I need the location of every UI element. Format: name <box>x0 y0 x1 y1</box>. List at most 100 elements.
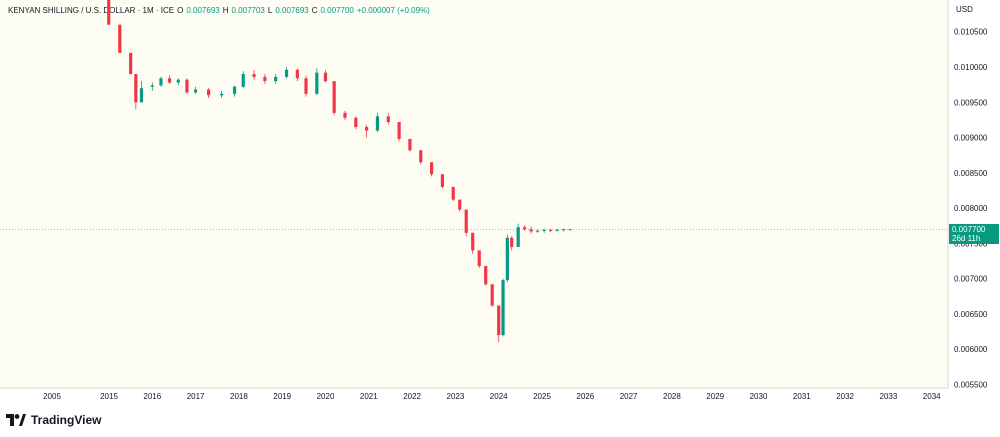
candle-body <box>555 229 559 231</box>
candle-body <box>206 89 211 96</box>
time-tick-label: 2028 <box>663 392 681 401</box>
time-tick-label: 2025 <box>533 392 551 401</box>
candle-body <box>429 162 434 175</box>
price-tick-label: 0.009500 <box>954 98 988 107</box>
time-tick-label: 2022 <box>403 392 421 401</box>
candle-body <box>194 89 198 93</box>
candle-body <box>284 69 289 77</box>
price-tick-label: 0.005500 <box>954 380 988 389</box>
candle-body <box>150 85 154 87</box>
candle-body <box>484 265 488 285</box>
candle-body <box>471 232 475 251</box>
candle-body <box>523 227 527 230</box>
symbol-legend: KENYAN SHILLING / U.S. DOLLAR · 1M · ICE… <box>8 3 430 17</box>
candle-body <box>168 78 172 83</box>
candle-body <box>375 116 380 131</box>
time-tick-label: 2021 <box>360 392 378 401</box>
candle-body <box>304 78 308 94</box>
candle-body <box>134 74 138 103</box>
price-tick-label: 0.006000 <box>954 345 988 354</box>
candle-body <box>505 237 509 281</box>
candle-body <box>490 284 494 306</box>
bar-countdown: 26d 11h <box>952 234 981 244</box>
price-tick-label: 0.007000 <box>954 275 988 284</box>
candle-body <box>549 229 553 231</box>
currency-label: USD <box>956 5 973 14</box>
price-tick-label: 0.008000 <box>954 204 988 213</box>
time-tick-label: 2019 <box>273 392 291 401</box>
symbol-title: KENYAN SHILLING / U.S. DOLLAR · 1M · ICE <box>8 5 175 15</box>
candle-body <box>408 138 412 151</box>
candle-body <box>252 74 256 77</box>
low-label: L <box>267 5 273 15</box>
candle-body <box>562 229 566 231</box>
candle-body <box>343 112 347 118</box>
price-tick-label: 0.008500 <box>954 169 988 178</box>
candle-body <box>295 69 299 79</box>
time-tick-label: 2017 <box>187 392 205 401</box>
chart-plot-area[interactable] <box>0 0 948 388</box>
candle-body <box>118 24 122 53</box>
tradingview-logo[interactable]: TradingView <box>6 413 101 427</box>
high-label: H <box>222 5 229 15</box>
candle-body <box>568 229 572 231</box>
candle-body <box>529 229 533 232</box>
candle-body <box>176 79 180 83</box>
candle-body <box>274 76 278 82</box>
time-tick-label: 2029 <box>706 392 724 401</box>
candle-body <box>501 280 505 336</box>
candle-body <box>185 79 189 93</box>
candle-body <box>365 126 369 131</box>
last-price-tag: 0.007700 26d 11h <box>949 224 999 245</box>
candle-body <box>219 93 224 96</box>
candle-body <box>440 174 445 187</box>
price-tick-label: 0.009000 <box>954 134 988 143</box>
time-tick-label: 2030 <box>750 392 768 401</box>
low-value: 0.007693 <box>275 5 309 15</box>
candle-body <box>354 117 358 127</box>
time-tick-label: 2026 <box>576 392 594 401</box>
candle-body <box>315 72 319 94</box>
open-label: O <box>177 5 184 15</box>
time-tick-label: 2016 <box>143 392 161 401</box>
candle-body <box>419 150 423 163</box>
high-value: 0.007703 <box>231 5 265 15</box>
price-tick-label: 0.006500 <box>954 310 988 319</box>
price-tick-label: 0.010500 <box>954 28 988 37</box>
time-tick-label: 2015 <box>100 392 118 401</box>
candle-body <box>107 0 111 25</box>
candle-body <box>332 81 336 113</box>
close-label: C <box>311 5 318 15</box>
candle-body <box>386 116 390 123</box>
candle-body <box>397 122 401 139</box>
candle-body <box>139 88 144 103</box>
candle-body <box>536 230 540 232</box>
candle-body <box>542 229 546 231</box>
candle-body <box>510 237 514 247</box>
candle-body <box>129 52 133 75</box>
candle-body <box>458 199 462 210</box>
time-tick-label: 2023 <box>447 392 465 401</box>
candle-body <box>232 86 237 94</box>
price-tick-label: 0.010000 <box>954 63 988 72</box>
candle-body <box>323 72 328 82</box>
time-tick-label: 2031 <box>793 392 811 401</box>
time-tick-label: 2032 <box>836 392 854 401</box>
tradingview-logo-icon <box>6 414 26 426</box>
last-price-value: 0.007700 <box>952 225 986 235</box>
candle-body <box>263 76 267 82</box>
time-tick-label: 2027 <box>620 392 638 401</box>
candle-body <box>464 209 468 233</box>
candle-body <box>159 78 163 86</box>
time-tick-label: 2018 <box>230 392 248 401</box>
change-value: +0.000007 (+0.09%) <box>356 5 430 15</box>
brand-name: TradingView <box>31 413 102 427</box>
candle-body <box>451 186 455 200</box>
time-tick-label: 2020 <box>317 392 335 401</box>
time-tick-label: 2033 <box>880 392 898 401</box>
close-value: 0.007700 <box>320 5 354 15</box>
candle-body <box>241 74 245 87</box>
open-value: 0.007693 <box>186 5 220 15</box>
candle-body <box>477 250 481 266</box>
